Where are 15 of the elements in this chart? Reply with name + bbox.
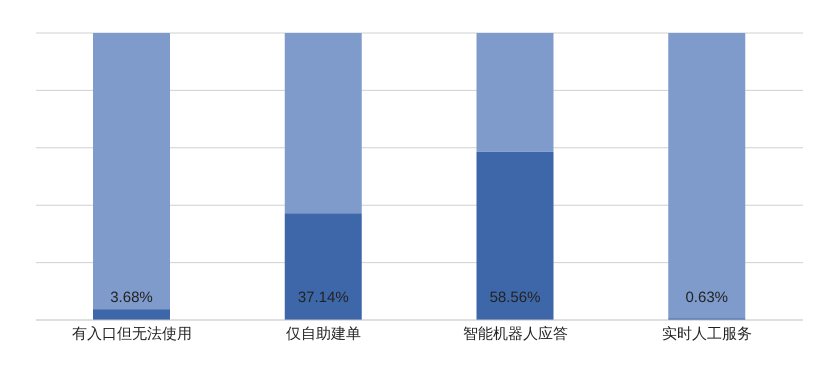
data-label: 58.56% [490,288,540,306]
bar [284,33,362,214]
x-tick-label: 有入口但无法使用 [72,324,192,343]
x-tick-label: 仅自助建单 [286,324,362,343]
bar [668,33,746,318]
x-tick-label: 实时人工服务 [662,324,752,343]
bar [476,152,554,320]
data-label: 0.63% [685,288,728,306]
bar [93,309,170,320]
bar [476,33,554,152]
data-label: 37.14% [298,288,349,306]
data-label: 3.68% [110,288,153,306]
bar [93,33,170,310]
x-tick-label: 智能机器人应答 [462,324,568,343]
bar [284,213,362,320]
